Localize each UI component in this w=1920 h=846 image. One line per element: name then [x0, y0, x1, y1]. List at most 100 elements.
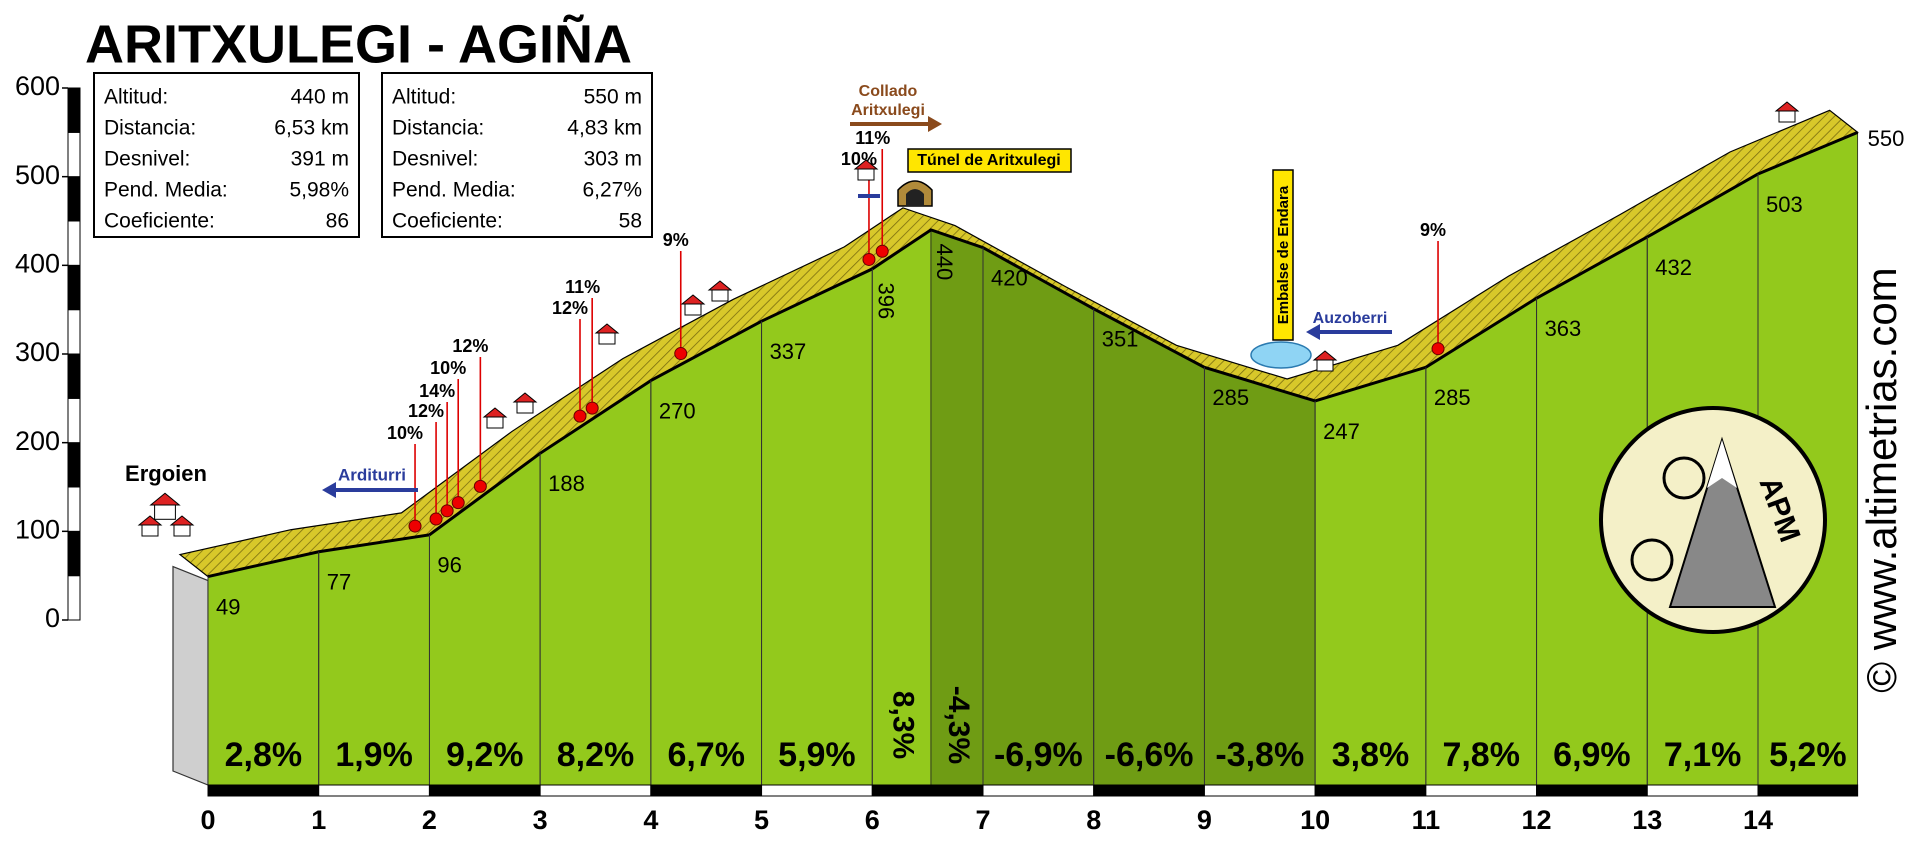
- stats-value: 440 m: [291, 86, 349, 109]
- elevation-label: 420: [991, 265, 1028, 290]
- house-icon: [154, 504, 176, 520]
- scale-segment: [67, 264, 81, 311]
- grade-label: 8,3%: [887, 691, 920, 759]
- elevation-label: 285: [1434, 385, 1471, 410]
- x-tick-label: 3: [533, 805, 548, 835]
- km-strip: [1646, 784, 1759, 797]
- spike-dot: [451, 496, 465, 510]
- house-icon: [516, 401, 534, 414]
- scale-segment: [67, 575, 81, 621]
- house-roof: [680, 294, 706, 305]
- stats-label: Coeficiente:: [104, 210, 215, 233]
- km-strip: [207, 784, 320, 797]
- house-roof: [149, 492, 181, 506]
- reservoir: [1250, 341, 1312, 369]
- x-tick-label: 1: [311, 805, 326, 835]
- elevation-label: 188: [548, 471, 585, 496]
- km-strip: [1203, 784, 1316, 797]
- stats-value: 550 m: [584, 86, 642, 109]
- km-strip: [1314, 784, 1427, 797]
- y-tick-label: 600: [15, 71, 60, 101]
- elevation-label: 49: [216, 594, 240, 619]
- logo-mountain: [1668, 436, 1777, 608]
- tunnel-mouth: [906, 189, 924, 206]
- house-icon: [141, 524, 159, 537]
- profile-segment: [982, 246, 1095, 786]
- grade-label: 5,9%: [778, 736, 856, 774]
- x-tick-label: 13: [1632, 805, 1662, 835]
- elevation-label: 247: [1323, 419, 1360, 444]
- house-icon: [598, 332, 616, 345]
- scale-segment: [67, 442, 81, 488]
- scale-segment: [67, 309, 81, 355]
- stats-value: 5,98%: [289, 179, 349, 202]
- km-strip: [318, 784, 430, 797]
- elevation-label: 77: [327, 570, 351, 595]
- logo-wheel: [1662, 456, 1706, 500]
- y-tick-label: 500: [15, 160, 60, 190]
- house-icon: [711, 289, 729, 302]
- x-tick-label: 10: [1300, 805, 1330, 835]
- stats-label: Desnivel:: [392, 148, 478, 171]
- scale-segment: [67, 530, 81, 577]
- house-roof: [707, 280, 733, 291]
- stats-label: Distancia:: [104, 117, 196, 140]
- house-icon: [1778, 110, 1796, 123]
- grade-label: -6,6%: [1105, 736, 1194, 774]
- stats-value: 86: [326, 210, 349, 233]
- stats-label: Pend. Media:: [392, 179, 516, 202]
- spike-dot: [862, 252, 876, 266]
- spike-dot: [473, 479, 487, 493]
- place-label: Collado: [859, 83, 918, 100]
- reservoir-label-box: [1272, 169, 1294, 341]
- place-label: Aritxulegi: [851, 102, 925, 119]
- x-tick-label: 8: [1086, 805, 1101, 835]
- grade-label: 7,1%: [1664, 736, 1742, 774]
- km-strip: [1093, 784, 1205, 797]
- scale-segment: [67, 486, 81, 532]
- elevation-label: 550: [1868, 126, 1905, 151]
- scale-segment: [67, 397, 81, 444]
- arrow-head: [928, 116, 942, 132]
- stats-label: Distancia:: [392, 117, 484, 140]
- credit: © www.altimetrias.com: [1858, 267, 1905, 692]
- house-roof: [594, 323, 620, 334]
- logo-wheel: [1630, 538, 1674, 582]
- km-strip: [1757, 784, 1859, 797]
- arrow-head: [322, 482, 336, 498]
- elevation-label: 440: [932, 244, 957, 281]
- chart-title: ARITXULEGI - AGIÑA: [85, 14, 632, 74]
- x-tick-label: 14: [1743, 805, 1773, 835]
- y-tick-label: 100: [15, 514, 60, 544]
- grade-label: -3,8%: [1215, 736, 1304, 774]
- grade-label: 3,8%: [1332, 736, 1410, 774]
- x-tick-label: 4: [643, 805, 658, 835]
- scale-segment: [67, 131, 81, 178]
- house-roof: [853, 159, 879, 170]
- house-roof: [1312, 350, 1338, 361]
- place-label: Túnel de Aritxulegi: [917, 152, 1060, 169]
- house-roof: [169, 515, 195, 526]
- spike-label: 12%: [408, 401, 444, 421]
- x-tick-label: 11: [1412, 805, 1441, 835]
- stats-value: 391 m: [291, 148, 349, 171]
- km-strip: [428, 784, 541, 797]
- house-icon: [486, 416, 504, 429]
- place-label: Ergoien: [125, 461, 207, 486]
- spike-label: 9%: [663, 230, 689, 250]
- x-tick-label: 2: [422, 805, 437, 835]
- grade-label: 6,9%: [1553, 736, 1631, 774]
- spike-dot: [429, 512, 443, 526]
- house-roof: [512, 392, 538, 403]
- spike-label: 11%: [565, 277, 600, 297]
- grade-label: 8,2%: [557, 736, 635, 774]
- logo-snow: [1707, 440, 1737, 488]
- stats-label: Pend. Media:: [104, 179, 228, 202]
- stats-label: Altitud:: [104, 86, 168, 109]
- stats-value: 6,53 km: [274, 117, 349, 140]
- spike-dot: [440, 504, 454, 518]
- elevation-label: 96: [437, 553, 461, 578]
- y-tick-label: 200: [15, 426, 60, 456]
- y-tick-label: 400: [15, 248, 60, 278]
- km-strip: [539, 784, 652, 797]
